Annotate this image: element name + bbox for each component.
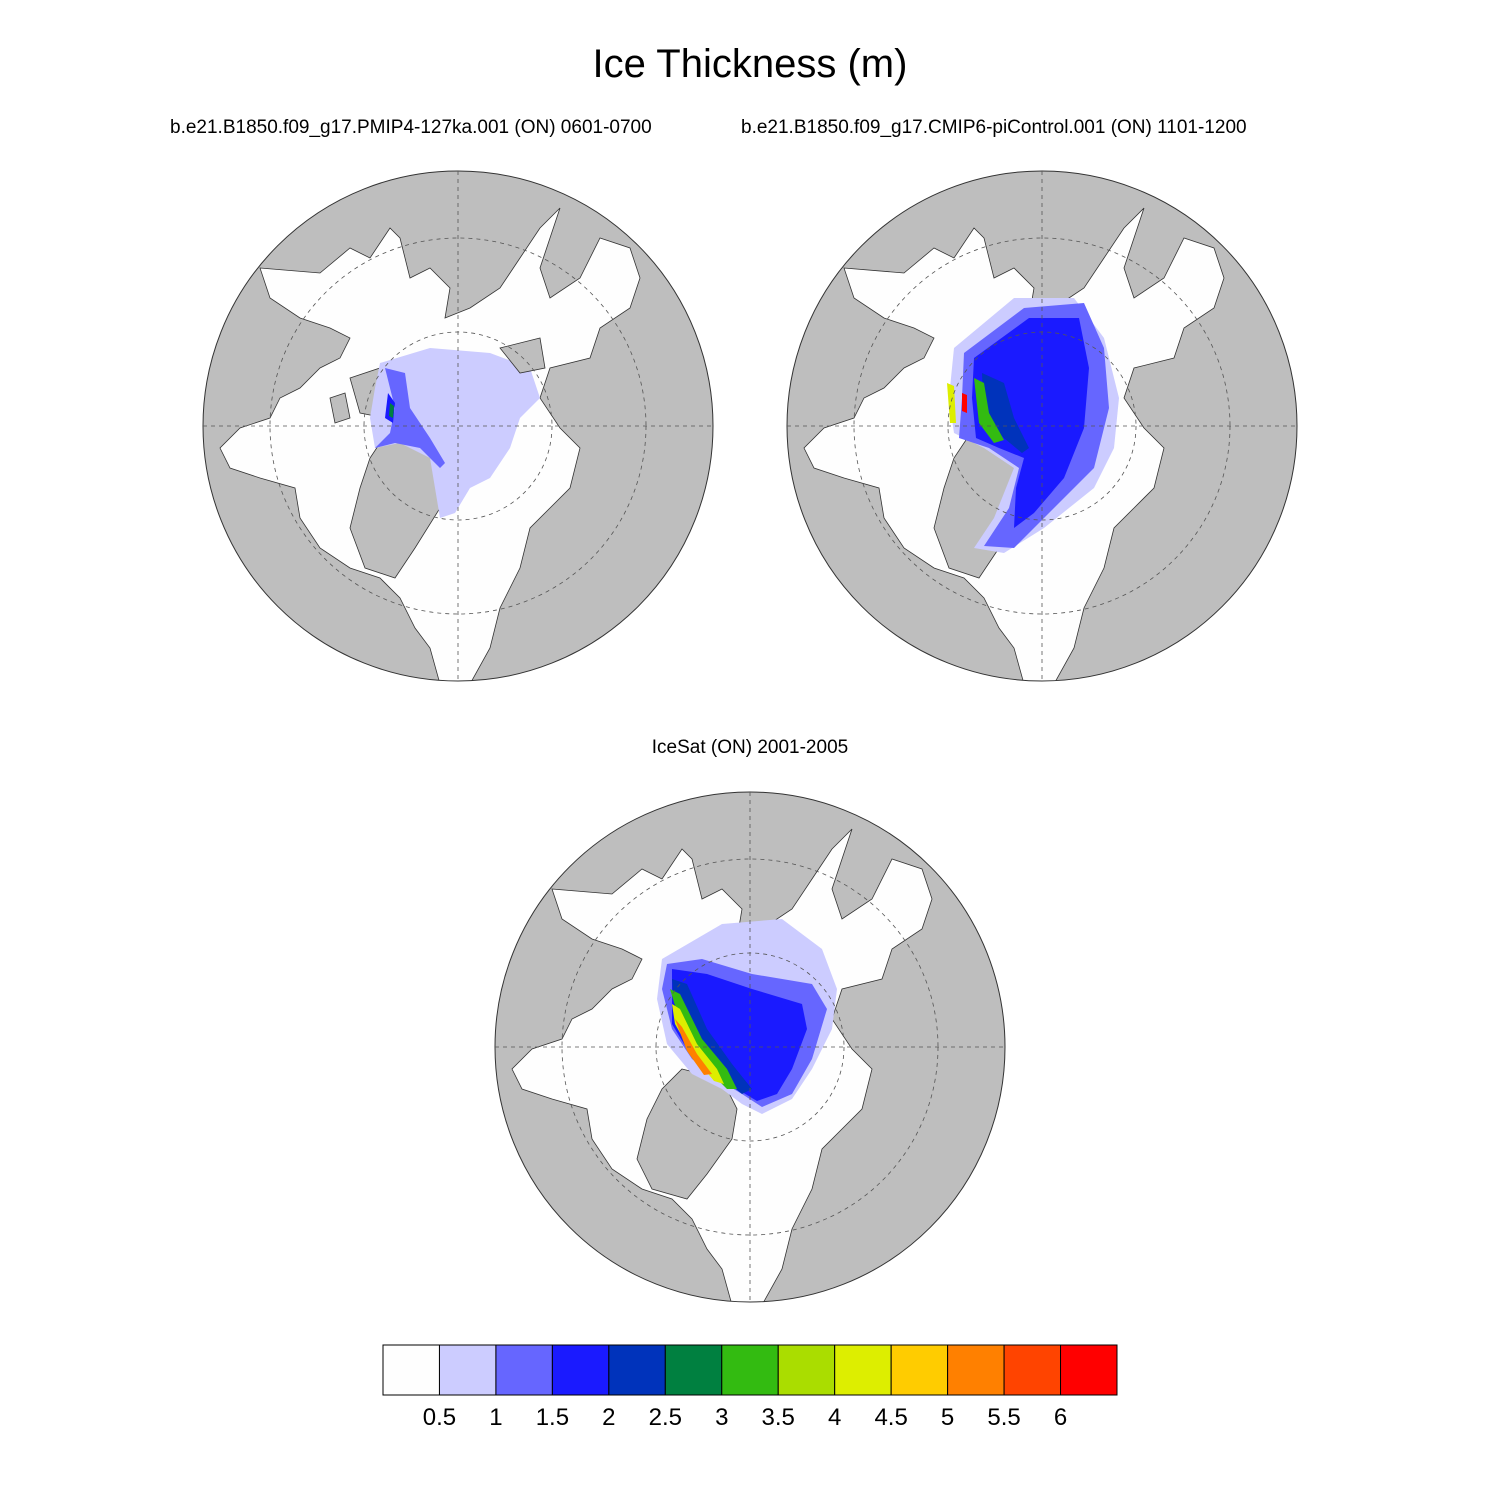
graticule xyxy=(787,171,1297,681)
sea-ice-very-thick xyxy=(389,403,394,418)
colorbar-swatch xyxy=(438,1344,497,1396)
colorbar-tick-label: 4.5 xyxy=(874,1404,908,1431)
siberia-coast xyxy=(499,337,546,374)
colorbar-swatch xyxy=(1060,1344,1118,1396)
sea-ice-thick xyxy=(972,318,1089,528)
greenland xyxy=(636,1068,738,1200)
sea-ice-yellow xyxy=(672,1004,724,1084)
colorbar-swatch xyxy=(551,1344,610,1396)
polar-map-picontrol xyxy=(786,170,1298,682)
panel-title-icesat: IceSat (ON) 2001-2005 xyxy=(651,737,849,758)
sea-ice-very-thick xyxy=(982,373,1029,453)
colorbar xyxy=(382,1344,1118,1396)
sea-ice-red xyxy=(962,393,967,413)
sea-ice-green xyxy=(974,378,1004,443)
colorbar-tick-label: 2 xyxy=(602,1404,616,1431)
panel-title-picontrol: b.e21.B1850.f09_g17.CMIP6-piControl.001 … xyxy=(741,117,1247,138)
colorbar-swatch xyxy=(608,1344,666,1396)
colorbar-swatch xyxy=(777,1344,836,1396)
panel-title-127ka: b.e21.B1850.f09_g17.PMIP4-127ka.001 (ON)… xyxy=(170,117,652,138)
sea-ice-orange xyxy=(675,1019,712,1075)
colorbar-swatch xyxy=(382,1344,440,1396)
colorbar-tick-label: 1.5 xyxy=(535,1404,570,1431)
colorbar-tick-label: 5 xyxy=(940,1404,955,1431)
polar-map-icesat xyxy=(494,791,1006,1303)
colorbar-swatch xyxy=(1003,1344,1062,1396)
colorbar-tick-label: 3.5 xyxy=(761,1404,795,1431)
sea-ice-thin xyxy=(370,348,540,518)
colorbar-tick-label: 6 xyxy=(1053,1404,1068,1431)
colorbar-swatch xyxy=(664,1344,723,1396)
colorbar-tick-label: 5.5 xyxy=(987,1404,1021,1431)
sea-ice-green xyxy=(670,989,737,1089)
colorbar-tick-labels: 0.5 1 1.5 2 2.5 3 3.5 4 4.5 5 5.5 6 xyxy=(0,1404,1500,1434)
sea-ice-medium xyxy=(375,368,445,468)
graticule xyxy=(495,792,1005,1302)
colorbar-tick-label: 4 xyxy=(828,1404,842,1431)
polar-map-127ka xyxy=(202,170,714,682)
colorbar-swatch xyxy=(947,1344,1005,1396)
sea-ice-very-thick xyxy=(672,979,752,1094)
graticule xyxy=(203,171,713,681)
colorbar-tick-label: 0.5 xyxy=(422,1404,457,1431)
colorbar-tick-label: 2.5 xyxy=(648,1404,682,1431)
colorbar-swatch xyxy=(890,1344,949,1396)
colorbar-tick-label: 1 xyxy=(489,1404,503,1431)
colorbar-swatch xyxy=(834,1344,892,1396)
colorbar-swatch xyxy=(721,1344,779,1396)
colorbar-tick-label: 3 xyxy=(715,1404,729,1431)
page-title: Ice Thickness (m) xyxy=(592,42,908,86)
colorbar-swatch xyxy=(495,1344,553,1396)
